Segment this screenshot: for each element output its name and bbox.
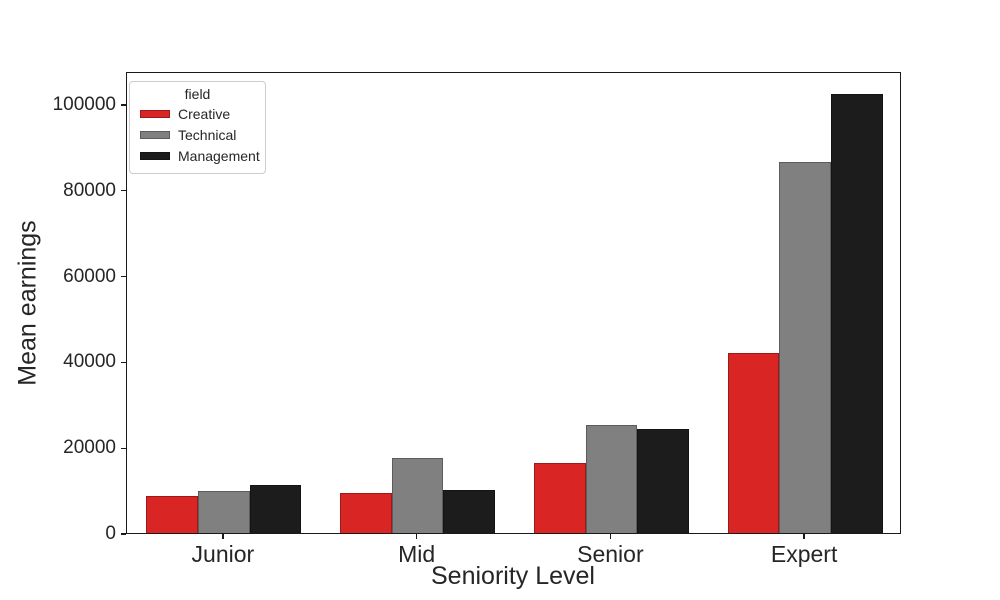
y-tick-label-80000: 80000 [63,179,116,201]
bar-junior-management [249,485,302,533]
legend-item-management: Management [130,145,265,166]
x-tick-label-expert: Expert [770,541,838,567]
legend-item-technical: Technical [130,124,265,145]
y-tick-mark-60000 [121,275,126,278]
bar-senior-management [637,429,689,533]
x-tick-label-senior: Senior [577,541,644,567]
x-tick-mark-mid [415,534,418,539]
x-tick-label-mid: Mid [398,541,436,567]
legend-swatch-management [140,151,170,160]
plot-area [126,72,901,534]
legend-swatch-technical [140,130,170,139]
y-tick-mark-20000 [121,447,126,449]
y-tick-mark-80000 [121,190,126,192]
bar-mid-creative [340,493,392,533]
y-axis-label: Mean earnings [13,220,42,386]
legend-label-technical: Technical [178,126,237,143]
legend-item-creative: Creative [130,103,265,124]
y-tick-mark-100000 [121,104,126,106]
x-axis-label: Seniority Level [431,562,595,590]
bar-junior-technical [198,490,250,533]
legend-title: field [184,86,211,102]
y-tick-label-20000: 20000 [63,437,116,459]
bar-expert-creative [727,352,780,533]
x-tick-label-junior: Junior [191,541,255,567]
legend-items: Creative Technical Management [130,103,265,166]
legend-label-management: Management [178,147,260,164]
x-tick-mark-expert [803,534,805,539]
bar-senior-technical [585,424,638,533]
legend-swatch-creative [140,109,170,118]
legend: field Creative Technical Management [129,81,266,174]
y-tick-label-60000: 60000 [63,265,116,287]
y-tick-label-100000: 100000 [52,94,116,116]
bar-senior-creative [533,463,586,533]
x-tick-mark-junior [222,534,224,539]
y-tick-mark-40000 [121,361,126,364]
y-tick-label-40000: 40000 [63,351,116,373]
y-tick-label-0: 0 [105,523,116,544]
x-tick-mark-senior [609,534,612,539]
bar-expert-technical [779,161,831,533]
legend-label-creative: Creative [178,105,231,122]
bars-layer [127,73,900,533]
bar-junior-creative [146,496,199,533]
bar-mid-technical [391,458,444,533]
y-tick-mark-0 [121,533,126,535]
bar-expert-management [830,94,883,533]
bar-mid-management [443,489,496,533]
